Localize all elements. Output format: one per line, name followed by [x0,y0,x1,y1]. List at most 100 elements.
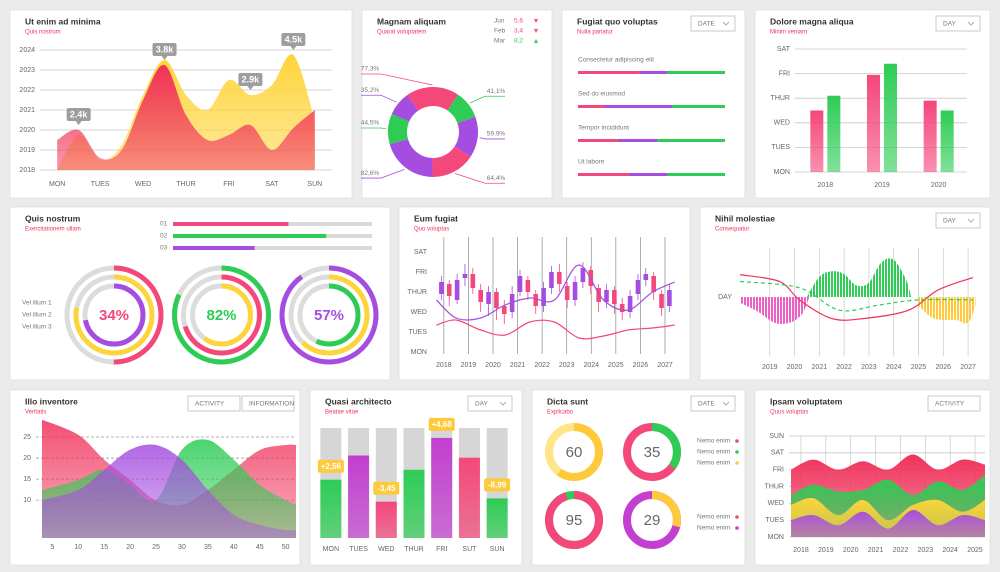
x-tick-label: 2019 [874,182,890,189]
dropdown[interactable] [690,15,736,32]
dropdown-label: ACTIVITY [195,401,225,408]
y-tick-label: 2024 [19,47,35,54]
y-tick-label: MON [768,534,784,541]
x-tick-label: FRI [436,546,447,553]
x-tick-label: 2025 [608,362,624,369]
legend-value: 3,4 [514,28,523,35]
panel-subtitle: Quarat voluptatem [377,30,426,36]
y-tick-label: FRI [779,70,790,77]
donut-segment [388,113,410,145]
panel-subtitle: Minim veniam [770,30,807,36]
y-tick-label: 2021 [19,107,35,114]
panel-subtitle: Beatae vitae [325,410,359,416]
candle-body [439,282,444,294]
candle-body [612,290,617,304]
ring-label: 57% [314,307,344,324]
x-tick-label: 2023 [861,364,877,371]
candle-body [501,306,507,314]
dropdown[interactable] [935,15,981,32]
x-tick-label: TUES [349,546,368,553]
candle-body [478,290,483,302]
callout [152,43,177,56]
legend-label: Nemo enim [697,525,730,532]
leader-line [469,95,505,104]
progress-segment [672,105,725,108]
x-tick-label: 2024 [583,362,599,369]
area [918,297,976,324]
leader-line [479,137,505,140]
candle-body [470,274,476,288]
ring-arc [181,274,262,356]
dropdown[interactable] [690,395,736,412]
x-tick-label: 2018 [793,547,809,554]
candle-body [596,288,601,302]
candle-body [533,294,539,306]
panel-title: Fugiat quo voluptas [577,16,658,26]
line [436,319,675,340]
chevron [967,21,975,26]
candle-body [651,276,656,292]
panel-title: Ipsam voluptatem [770,396,843,406]
legend-dot [735,450,739,454]
x-tick-label: 2020 [787,364,803,371]
dropdown-label: INFORMATION [249,401,294,408]
y-tick-label: THUR [408,289,427,296]
badge [428,417,455,431]
panel-title: Quis nostrum [25,213,81,223]
y-tick-label: MON [411,349,427,356]
dropdown[interactable] [935,212,981,229]
track [173,246,372,250]
y-tick-label: FRI [416,269,427,276]
x-tick-label: 2021 [868,547,884,554]
bar [403,469,425,538]
candle-body [643,274,649,280]
x-tick-label: WED [135,181,151,188]
ring-arc [545,423,603,481]
chevron [722,401,730,406]
ring-arc [82,283,146,347]
dropdown-label: DATE [698,401,716,408]
bar [348,455,370,538]
x-tick-label: 2020 [485,362,501,369]
area [791,510,985,537]
dropdown[interactable] [187,395,241,412]
progress-bar [173,246,255,250]
legend-label: Nemo enim [697,438,730,445]
x-tick-label: 2020 [843,547,859,554]
callout-label: 3.8k [156,44,175,54]
x-tick-label: 20 [126,544,134,551]
leader-line [361,127,387,130]
legend-value: 8,2 [514,38,523,45]
dropdown[interactable] [927,395,981,412]
ring-arc [73,274,155,356]
y-tick-label: SAT [777,46,791,53]
x-tick-label: 2026 [936,364,952,371]
panel-title: Quasi architecto [325,396,392,406]
candle-body [659,294,664,308]
panel-title: Magnam aliquam [377,16,446,26]
x-tick-label: 2027 [960,364,976,371]
donut-label: 41,1% [487,88,506,95]
x-tick-label: 2018 [818,182,834,189]
x-tick-label: FRI [223,181,234,188]
candle-body [486,292,491,304]
donut-segment [447,94,476,124]
dropdown[interactable] [241,395,295,412]
progress-segment [604,105,673,108]
dropdown[interactable] [467,395,513,412]
ring-arc [623,491,681,549]
panel-subtitle: Quo voluptas [414,227,449,233]
x-tick-label: 2019 [762,364,778,371]
x-tick-label: 2025 [967,547,983,554]
dropdown-label: DAY [943,21,957,28]
candle-body [564,286,570,300]
y-tick-label: THUR [765,483,784,490]
y-tick-label: 2019 [19,147,35,154]
x-tick-label: THUR [404,546,423,553]
legend-name: Feb [494,28,506,35]
panel-subtitle: Nulla pariatur [577,30,613,36]
leader-line [361,168,405,179]
area [57,64,315,170]
ring-arc [64,265,164,365]
legend-label: Nemo enim [697,460,730,467]
